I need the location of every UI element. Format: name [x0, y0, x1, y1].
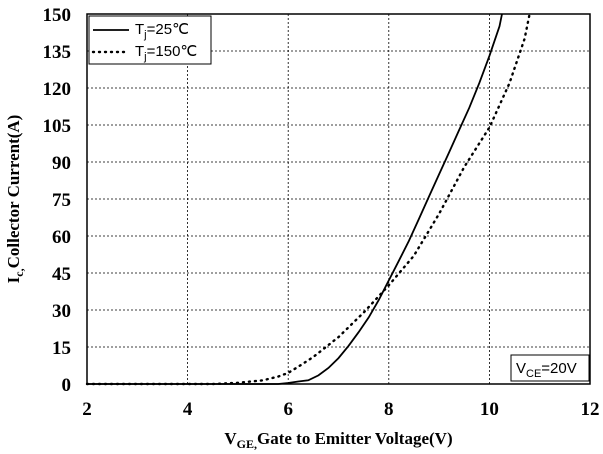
y-axis-title-rest: Collector Current(A)	[4, 115, 23, 269]
y-tick-label: 120	[43, 79, 72, 100]
legend-box	[88, 15, 212, 65]
y-tick-label: 15	[52, 338, 71, 359]
y-tick-label: 105	[43, 116, 72, 137]
legend-label-main: T	[135, 43, 144, 60]
y-tick-labels: 0 15 30 45 60 75 90 105 120 135 150	[43, 5, 72, 396]
legend-label-tj-25: Tj=25℃	[135, 21, 189, 41]
y-tick-label: 150	[43, 5, 72, 26]
y-tick-label: 0	[62, 375, 72, 396]
series-line-tj-150	[85, 12, 531, 386]
plot-frame	[86, 13, 591, 385]
x-tick-labels: 2 4 6 8 10 12	[82, 399, 599, 420]
y-axis-title-sub: c,	[12, 268, 26, 276]
annotation-main: V	[516, 360, 526, 377]
y-tick-label: 30	[52, 301, 71, 322]
y-tick-label: 90	[52, 153, 71, 174]
y-axis-title: Ic,Collector Current(A)	[4, 115, 26, 284]
annotation-rest: =20V	[541, 360, 576, 377]
y-tick-label: 75	[52, 190, 71, 211]
series-layer	[85, 12, 531, 386]
x-axis-title-main: V	[224, 429, 237, 448]
legend-label-sub: j	[143, 51, 146, 63]
legend-label-main: T	[135, 21, 144, 38]
y-tick-label: 45	[52, 264, 71, 285]
x-axis-title: VGE,Gate to Emitter Voltage(V)	[224, 429, 452, 451]
y-axis-title-main: I	[4, 276, 23, 283]
vce-annotation: VCE=20V	[510, 354, 590, 382]
x-tick-label: 6	[283, 399, 293, 420]
x-tick-label: 10	[480, 399, 499, 420]
x-tick-label: 4	[183, 399, 193, 420]
y-tick-label: 135	[43, 42, 72, 63]
y-tick-label: 60	[52, 227, 71, 248]
annotation-box	[510, 354, 590, 382]
grid-lines	[87, 14, 590, 384]
x-axis-title-rest: Gate to Emitter Voltage(V)	[257, 429, 453, 448]
x-tick-label: 2	[82, 399, 92, 420]
legend-label-rest: =150℃	[147, 43, 198, 60]
legend-label-rest: =25℃	[147, 21, 189, 38]
x-tick-label: 12	[581, 399, 600, 420]
legend-label-tj-150: Tj=150℃	[135, 43, 197, 63]
annotation-text: VCE=20V	[516, 360, 577, 380]
legend-label-sub: j	[143, 29, 146, 41]
annotation-sub: CE	[526, 368, 541, 380]
legend: Tj=25℃Tj=150℃	[88, 15, 212, 65]
x-tick-label: 8	[384, 399, 394, 420]
x-axis-title-sub: GE,	[237, 437, 257, 451]
